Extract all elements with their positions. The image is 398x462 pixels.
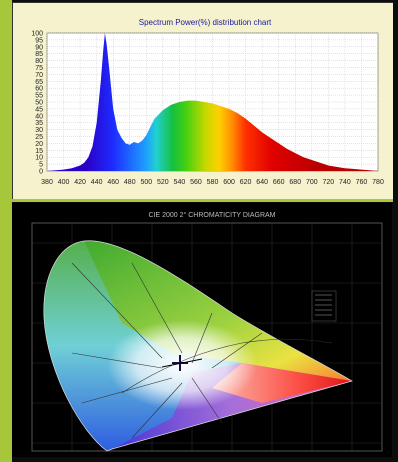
x-tick-labels: 380 400 420 440 460 480 500 520 540 560 580 600 620 6… <box>41 179 384 186</box>
x-tick-label: 760 <box>356 179 368 186</box>
x-tick-label: 560 <box>190 179 202 186</box>
x-tick-label: 380 <box>41 179 53 186</box>
y-tick-label: 75 <box>35 65 43 72</box>
chromaticity-diagram: CIE 2000 2° CHROMATICITY DIAGRAM <box>31 211 383 452</box>
y-tick-label: 50 <box>35 100 43 107</box>
y-tick-label: 70 <box>35 72 43 79</box>
chromaticity-diagram-panel: CIE 2000 2° CHROMATICITY DIAGRAM <box>12 203 392 457</box>
y-tick-labels: 0510152025303540455055606570758085909510… <box>31 31 43 176</box>
spectral-locus <box>43 240 353 452</box>
y-tick-label: 5 <box>39 162 43 169</box>
y-tick-label: 15 <box>35 148 43 155</box>
spectrum-area-series <box>47 33 378 171</box>
x-tick-label: 400 <box>58 179 70 186</box>
region-lines <box>71 262 333 439</box>
y-tick-label: 95 <box>35 37 43 44</box>
x-tick-label: 740 <box>339 179 351 186</box>
x-tick-label: 620 <box>240 179 252 186</box>
x-tick-label: 440 <box>91 179 103 186</box>
panel-divider <box>12 199 398 202</box>
x-tick-label: 660 <box>273 179 285 186</box>
x-tick-label: 780 <box>372 179 384 186</box>
y-tick-label: 55 <box>35 93 43 100</box>
spectrum-chart: Spectrum Power(%) distribution chart 051… <box>31 18 384 186</box>
y-tick-label: 0 <box>39 169 43 176</box>
x-tick-label: 640 <box>256 179 268 186</box>
y-tick-label: 80 <box>35 58 43 65</box>
x-tick-label: 700 <box>306 179 318 186</box>
x-tick-label: 420 <box>74 179 86 186</box>
x-tick-label: 500 <box>140 179 152 186</box>
y-tick-label: 30 <box>35 127 43 134</box>
right-border <box>393 0 398 462</box>
x-tick-label: 540 <box>174 179 186 186</box>
diagram-border <box>31 222 383 452</box>
y-tick-label: 60 <box>35 86 43 93</box>
left-accent-bar <box>0 0 12 462</box>
y-tick-label: 85 <box>35 51 43 58</box>
x-tick-label: 480 <box>124 179 136 186</box>
whitepoint-marker <box>161 355 203 371</box>
spectrum-chart-title: Spectrum Power(%) distribution chart <box>139 18 272 27</box>
y-tick-label: 65 <box>35 79 43 86</box>
y-tick-label: 45 <box>35 106 43 113</box>
x-tick-label: 460 <box>107 179 119 186</box>
legend-block <box>311 290 337 322</box>
y-tick-label: 25 <box>35 134 43 141</box>
x-tick-label: 580 <box>207 179 219 186</box>
x-tick-label: 720 <box>323 179 335 186</box>
x-tick-label: 600 <box>223 179 235 186</box>
x-tick-label: 520 <box>157 179 169 186</box>
x-tick-label: 680 <box>289 179 301 186</box>
y-tick-label: 10 <box>35 155 43 162</box>
y-tick-label: 90 <box>35 44 43 51</box>
y-tick-label: 35 <box>35 120 43 127</box>
y-tick-label: 20 <box>35 141 43 148</box>
chromaticity-diagram-title: CIE 2000 2° CHROMATICITY DIAGRAM <box>148 211 275 219</box>
y-tick-label: 100 <box>31 31 43 38</box>
y-tick-label: 40 <box>35 113 43 120</box>
